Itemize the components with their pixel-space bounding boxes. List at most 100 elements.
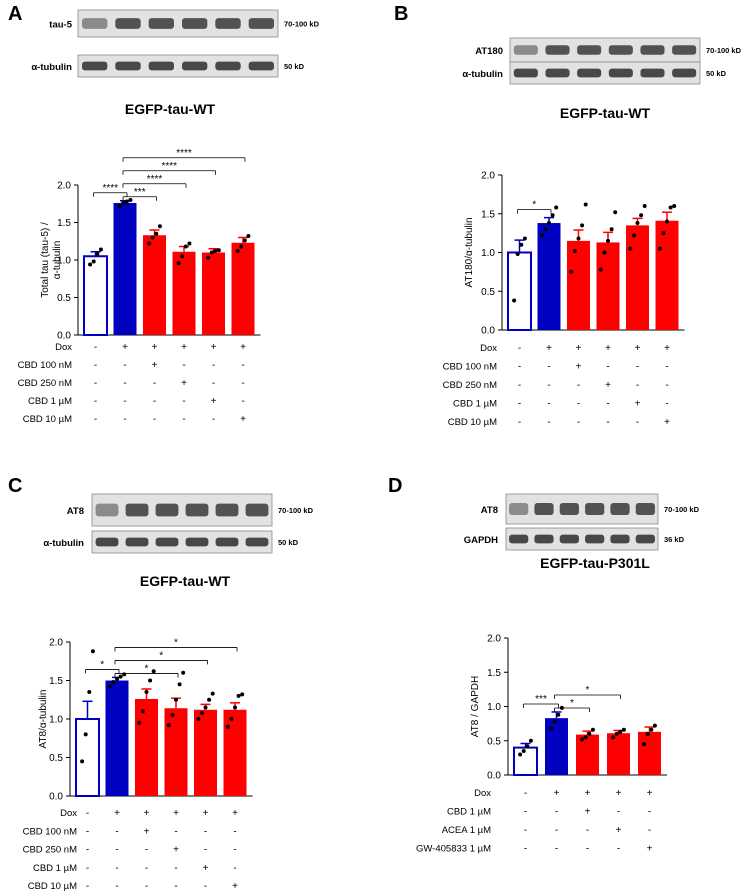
treatment-sign: - bbox=[636, 380, 639, 391]
panel-letter: D bbox=[388, 475, 402, 497]
significance-label: * bbox=[100, 659, 104, 670]
y-axis-label-line: Total tau (tau-5) / bbox=[40, 222, 51, 298]
bar bbox=[223, 709, 247, 796]
blot-size-label: 70-100 kD bbox=[278, 506, 314, 515]
data-point bbox=[665, 219, 669, 224]
treatment-sign: - bbox=[636, 417, 639, 428]
blot-size-label: 70-100 kD bbox=[284, 20, 320, 29]
panel-b: B AT180 70-100 kD α-tubulin 50 kD EGFP-tau-WT… bbox=[394, 3, 742, 428]
bar bbox=[507, 251, 532, 331]
y-axis-label-line: α-tubulin bbox=[52, 241, 63, 280]
treatment-label: CBD 10 µM bbox=[28, 881, 77, 892]
data-point bbox=[239, 244, 244, 249]
data-point bbox=[229, 717, 234, 721]
blot-band bbox=[577, 45, 602, 55]
blot-strip bbox=[91, 530, 273, 554]
blot-band bbox=[125, 503, 149, 517]
blot-label: α-tubulin bbox=[43, 538, 84, 549]
data-point bbox=[210, 691, 215, 696]
data-point bbox=[528, 738, 533, 743]
treatment-label: Dox bbox=[55, 342, 72, 353]
data-point bbox=[170, 713, 175, 718]
treatment-sign: + bbox=[232, 808, 238, 819]
data-point bbox=[236, 693, 241, 698]
treatment-sign: + bbox=[585, 807, 591, 818]
blot-size-label: 50 kD bbox=[706, 69, 727, 78]
treatment-sign: - bbox=[577, 380, 580, 391]
data-point bbox=[628, 246, 633, 251]
data-point bbox=[518, 752, 523, 757]
treatment-sign: - bbox=[524, 844, 527, 855]
data-point bbox=[614, 731, 619, 736]
data-point bbox=[521, 749, 526, 754]
treatment-label: CBD 1 µM bbox=[33, 863, 77, 874]
chart-title: EGFP-tau-WT bbox=[140, 573, 231, 589]
treatment-label: CBD 10 µM bbox=[448, 417, 497, 428]
panel-letter: A bbox=[8, 3, 22, 25]
blot-band bbox=[185, 537, 209, 547]
data-point bbox=[613, 210, 618, 215]
blot-band bbox=[185, 503, 209, 517]
blot-band bbox=[115, 18, 141, 29]
treatment-sign: + bbox=[605, 343, 611, 354]
blot-band bbox=[215, 537, 239, 547]
significance-label: **** bbox=[176, 148, 192, 159]
blot-band bbox=[245, 503, 269, 517]
treatment-sign: - bbox=[182, 414, 185, 425]
data-point bbox=[552, 719, 557, 724]
data-point bbox=[88, 262, 93, 267]
blot-label: AT180 bbox=[475, 46, 503, 57]
treatment-sign: + bbox=[635, 343, 641, 354]
y-tick-label: 1.5 bbox=[487, 668, 501, 679]
blot-label: AT8 bbox=[67, 506, 84, 517]
data-point bbox=[183, 244, 188, 249]
bar bbox=[83, 255, 108, 336]
treatment-sign: + bbox=[605, 380, 611, 391]
y-tick-label: 1.5 bbox=[57, 218, 71, 229]
y-tick-label: 0.5 bbox=[481, 287, 495, 298]
blot-band bbox=[585, 503, 605, 515]
data-point bbox=[550, 213, 555, 218]
data-point bbox=[512, 298, 517, 303]
treatment-sign: - bbox=[123, 360, 126, 371]
treatment-sign: - bbox=[233, 845, 236, 856]
data-point bbox=[240, 692, 245, 697]
y-axis-label: AT8/α-tubulin bbox=[38, 690, 49, 749]
blot-band bbox=[610, 534, 630, 544]
blot-band bbox=[672, 45, 697, 55]
panel-d: D AT8 70-100 kD GAPDH 36 kD EGFP-tau-P301L 0.0… bbox=[388, 475, 700, 855]
y-tick-label: 1.0 bbox=[487, 702, 501, 713]
significance-label: * bbox=[145, 663, 149, 674]
bar bbox=[202, 252, 225, 335]
blot-strip bbox=[77, 54, 279, 78]
treatment-sign: - bbox=[518, 380, 521, 391]
data-point bbox=[157, 224, 162, 229]
bar bbox=[164, 708, 188, 796]
data-point bbox=[124, 199, 129, 204]
treatment-label: CBD 1 µM bbox=[447, 807, 491, 818]
treatment-sign: - bbox=[518, 343, 521, 354]
data-point bbox=[611, 735, 616, 740]
significance-label: * bbox=[174, 637, 178, 648]
treatment-sign: - bbox=[86, 808, 89, 819]
y-tick-label: 1.5 bbox=[481, 209, 495, 220]
blot-strip bbox=[505, 527, 659, 551]
data-point bbox=[122, 672, 127, 677]
blot-label: α-tubulin bbox=[462, 69, 503, 80]
treatment-sign: + bbox=[240, 342, 246, 353]
treatment-sign: - bbox=[145, 881, 148, 892]
data-point bbox=[111, 680, 116, 685]
blot-band bbox=[559, 534, 579, 544]
data-point bbox=[583, 735, 588, 740]
y-tick-label: 0.0 bbox=[481, 326, 495, 337]
data-point bbox=[91, 259, 96, 264]
blot-band bbox=[635, 534, 655, 544]
treatment-sign: - bbox=[577, 417, 580, 428]
treatment-sign: - bbox=[153, 414, 156, 425]
blot-band bbox=[559, 503, 579, 515]
treatment-label: CBD 100 nM bbox=[23, 826, 77, 837]
treatment-sign: + bbox=[616, 825, 622, 836]
treatment-sign: - bbox=[115, 826, 118, 837]
